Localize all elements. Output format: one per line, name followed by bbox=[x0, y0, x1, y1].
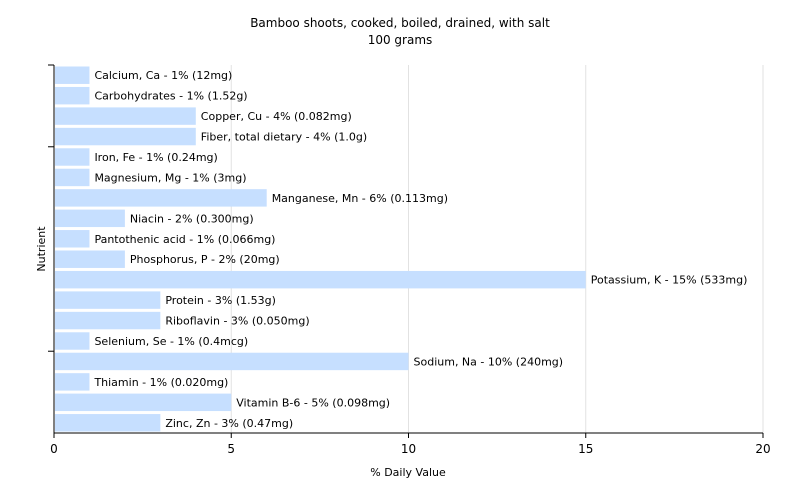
bar-label: Pantothenic acid - 1% (0.066mg) bbox=[94, 233, 275, 246]
bar bbox=[55, 250, 125, 268]
bar bbox=[55, 393, 232, 412]
bar-label: Fiber, total dietary - 4% (1.0g) bbox=[201, 131, 367, 144]
bar bbox=[55, 291, 161, 309]
bar-label: Sodium, Na - 10% (240mg) bbox=[414, 355, 564, 368]
bar-label: Thiamin - 1% (0.020mg) bbox=[93, 376, 228, 389]
bar bbox=[55, 189, 267, 207]
bar bbox=[55, 168, 90, 187]
bar bbox=[55, 311, 161, 330]
bar bbox=[55, 66, 90, 84]
bar bbox=[55, 332, 90, 350]
bar-labels: Calcium, Ca - 1% (12mg) Carbohydrates - 1… bbox=[93, 69, 747, 430]
bar-label: Potassium, K - 15% (533mg) bbox=[591, 274, 748, 287]
x-tick-label: 10 bbox=[401, 442, 416, 456]
bars bbox=[55, 66, 586, 432]
bar bbox=[55, 86, 90, 105]
bar bbox=[55, 148, 90, 166]
bar bbox=[55, 414, 161, 432]
bar bbox=[55, 209, 125, 228]
bar-label: Zinc, Zn - 3% (0.47mg) bbox=[165, 417, 293, 430]
x-tick-labels: 0 5 10 15 20 bbox=[50, 442, 770, 456]
bar-label: Niacin - 2% (0.300mg) bbox=[130, 212, 254, 225]
y-axis-title: Nutrient bbox=[35, 226, 48, 272]
bar bbox=[55, 373, 90, 391]
bar bbox=[55, 230, 90, 248]
bar bbox=[55, 127, 196, 146]
grid-lines bbox=[230, 65, 764, 433]
bar-label: Phosphorus, P - 2% (20mg) bbox=[130, 253, 280, 266]
bar-label: Copper, Cu - 4% (0.082mg) bbox=[201, 110, 352, 123]
bar-label: Carbohydrates - 1% (1.52g) bbox=[94, 90, 247, 103]
bar-label: Iron, Fe - 1% (0.24mg) bbox=[94, 151, 217, 164]
x-tick-label: 15 bbox=[578, 442, 593, 456]
bar bbox=[55, 270, 586, 289]
x-tick-label: 20 bbox=[755, 442, 770, 456]
x-tick-label: 0 bbox=[50, 442, 58, 456]
bar-label: Riboflavin - 3% (0.050mg) bbox=[165, 315, 309, 328]
bar-label: Calcium, Ca - 1% (12mg) bbox=[94, 69, 232, 82]
bar bbox=[55, 107, 196, 125]
bar-label: Magnesium, Mg - 1% (3mg) bbox=[94, 171, 246, 184]
bar-label: Selenium, Se - 1% (0.4mcg) bbox=[94, 335, 248, 348]
bar-label: Protein - 3% (1.53g) bbox=[165, 294, 276, 307]
bar-label: Vitamin B-6 - 5% (0.098mg) bbox=[236, 396, 390, 409]
bar-label: Manganese, Mn - 6% (0.113mg) bbox=[272, 192, 448, 205]
axes bbox=[48, 64, 764, 438]
bar bbox=[55, 352, 409, 371]
x-axis-title: % Daily Value bbox=[370, 466, 446, 479]
chart-subtitle: 100 grams bbox=[368, 33, 433, 47]
x-tick-label: 5 bbox=[227, 442, 235, 456]
chart-title: Bamboo shoots, cooked, boiled, drained, … bbox=[250, 16, 550, 30]
